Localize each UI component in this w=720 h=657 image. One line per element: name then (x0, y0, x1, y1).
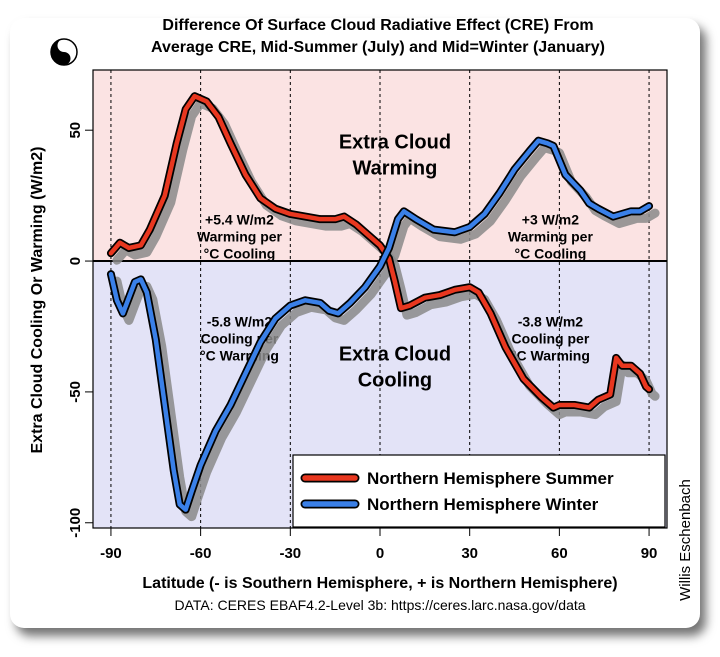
annotation-1-line-0: -5.8 W/m2 (207, 313, 273, 329)
legend-label-1: Northern Hemisphere Winter (367, 495, 599, 514)
y-tick-label: -50 (67, 381, 84, 403)
y-tick-label: -100 (67, 508, 84, 538)
series-line-0 (108, 93, 652, 410)
annotation-3-line-0: -3.8 W/m2 (518, 313, 584, 329)
chart-title-line1: Difference Of Surface Cloud Radiative Ef… (162, 17, 593, 34)
cooling-label-1: Extra Cloud (339, 344, 451, 366)
annotation-2-line-0: +3 W/m2 (522, 211, 579, 227)
credit: Willis Eschenbach (677, 479, 694, 601)
warming-label-2: Warming (353, 158, 438, 180)
annotation-0-line-2: °C Cooling (204, 245, 276, 261)
x-tick-label: -60 (190, 545, 212, 562)
chart-title-line2: Average CRE, Mid-Summer (July) and Mid=W… (151, 39, 605, 56)
series-shadow-0 (112, 98, 660, 420)
y-tick-label: 50 (67, 122, 84, 139)
annotation-0-line-0: +5.4 W/m2 (205, 211, 274, 227)
annotation-2-line-1: Warming per (508, 228, 594, 244)
series-line-1 (108, 138, 652, 512)
annotation-2-line-2: °C Cooling (515, 245, 587, 261)
y-axis-label: Extra Cloud Cooling Or Warming (W/m2) (29, 147, 46, 454)
x-tick-label: 90 (641, 545, 658, 562)
y-tick-label: 0 (67, 257, 84, 265)
caption: DATA: CERES EBAF4.2-Level 3b: https://ce… (174, 597, 585, 613)
cooling-label-2: Cooling (358, 370, 432, 392)
x-tick-label: -30 (279, 545, 301, 562)
annotation-3-line-1: Cooling per (512, 330, 590, 346)
annotation-3-line-2: °C Warming (511, 347, 590, 363)
x-tick-label: 30 (461, 545, 478, 562)
annotation-0-line-1: Warming per (197, 228, 283, 244)
x-axis-label: Latitude (- is Southern Hemisphere, + is… (142, 575, 617, 592)
x-tick-label: -90 (100, 545, 122, 562)
legend-label-0: Northern Hemisphere Summer (367, 469, 614, 488)
logo-yin-yang-icon (50, 38, 78, 66)
x-tick-label: 0 (376, 545, 384, 562)
x-tick-label: 60 (551, 545, 568, 562)
legend-box (292, 454, 666, 528)
warming-label-1: Extra Cloud (339, 132, 451, 154)
